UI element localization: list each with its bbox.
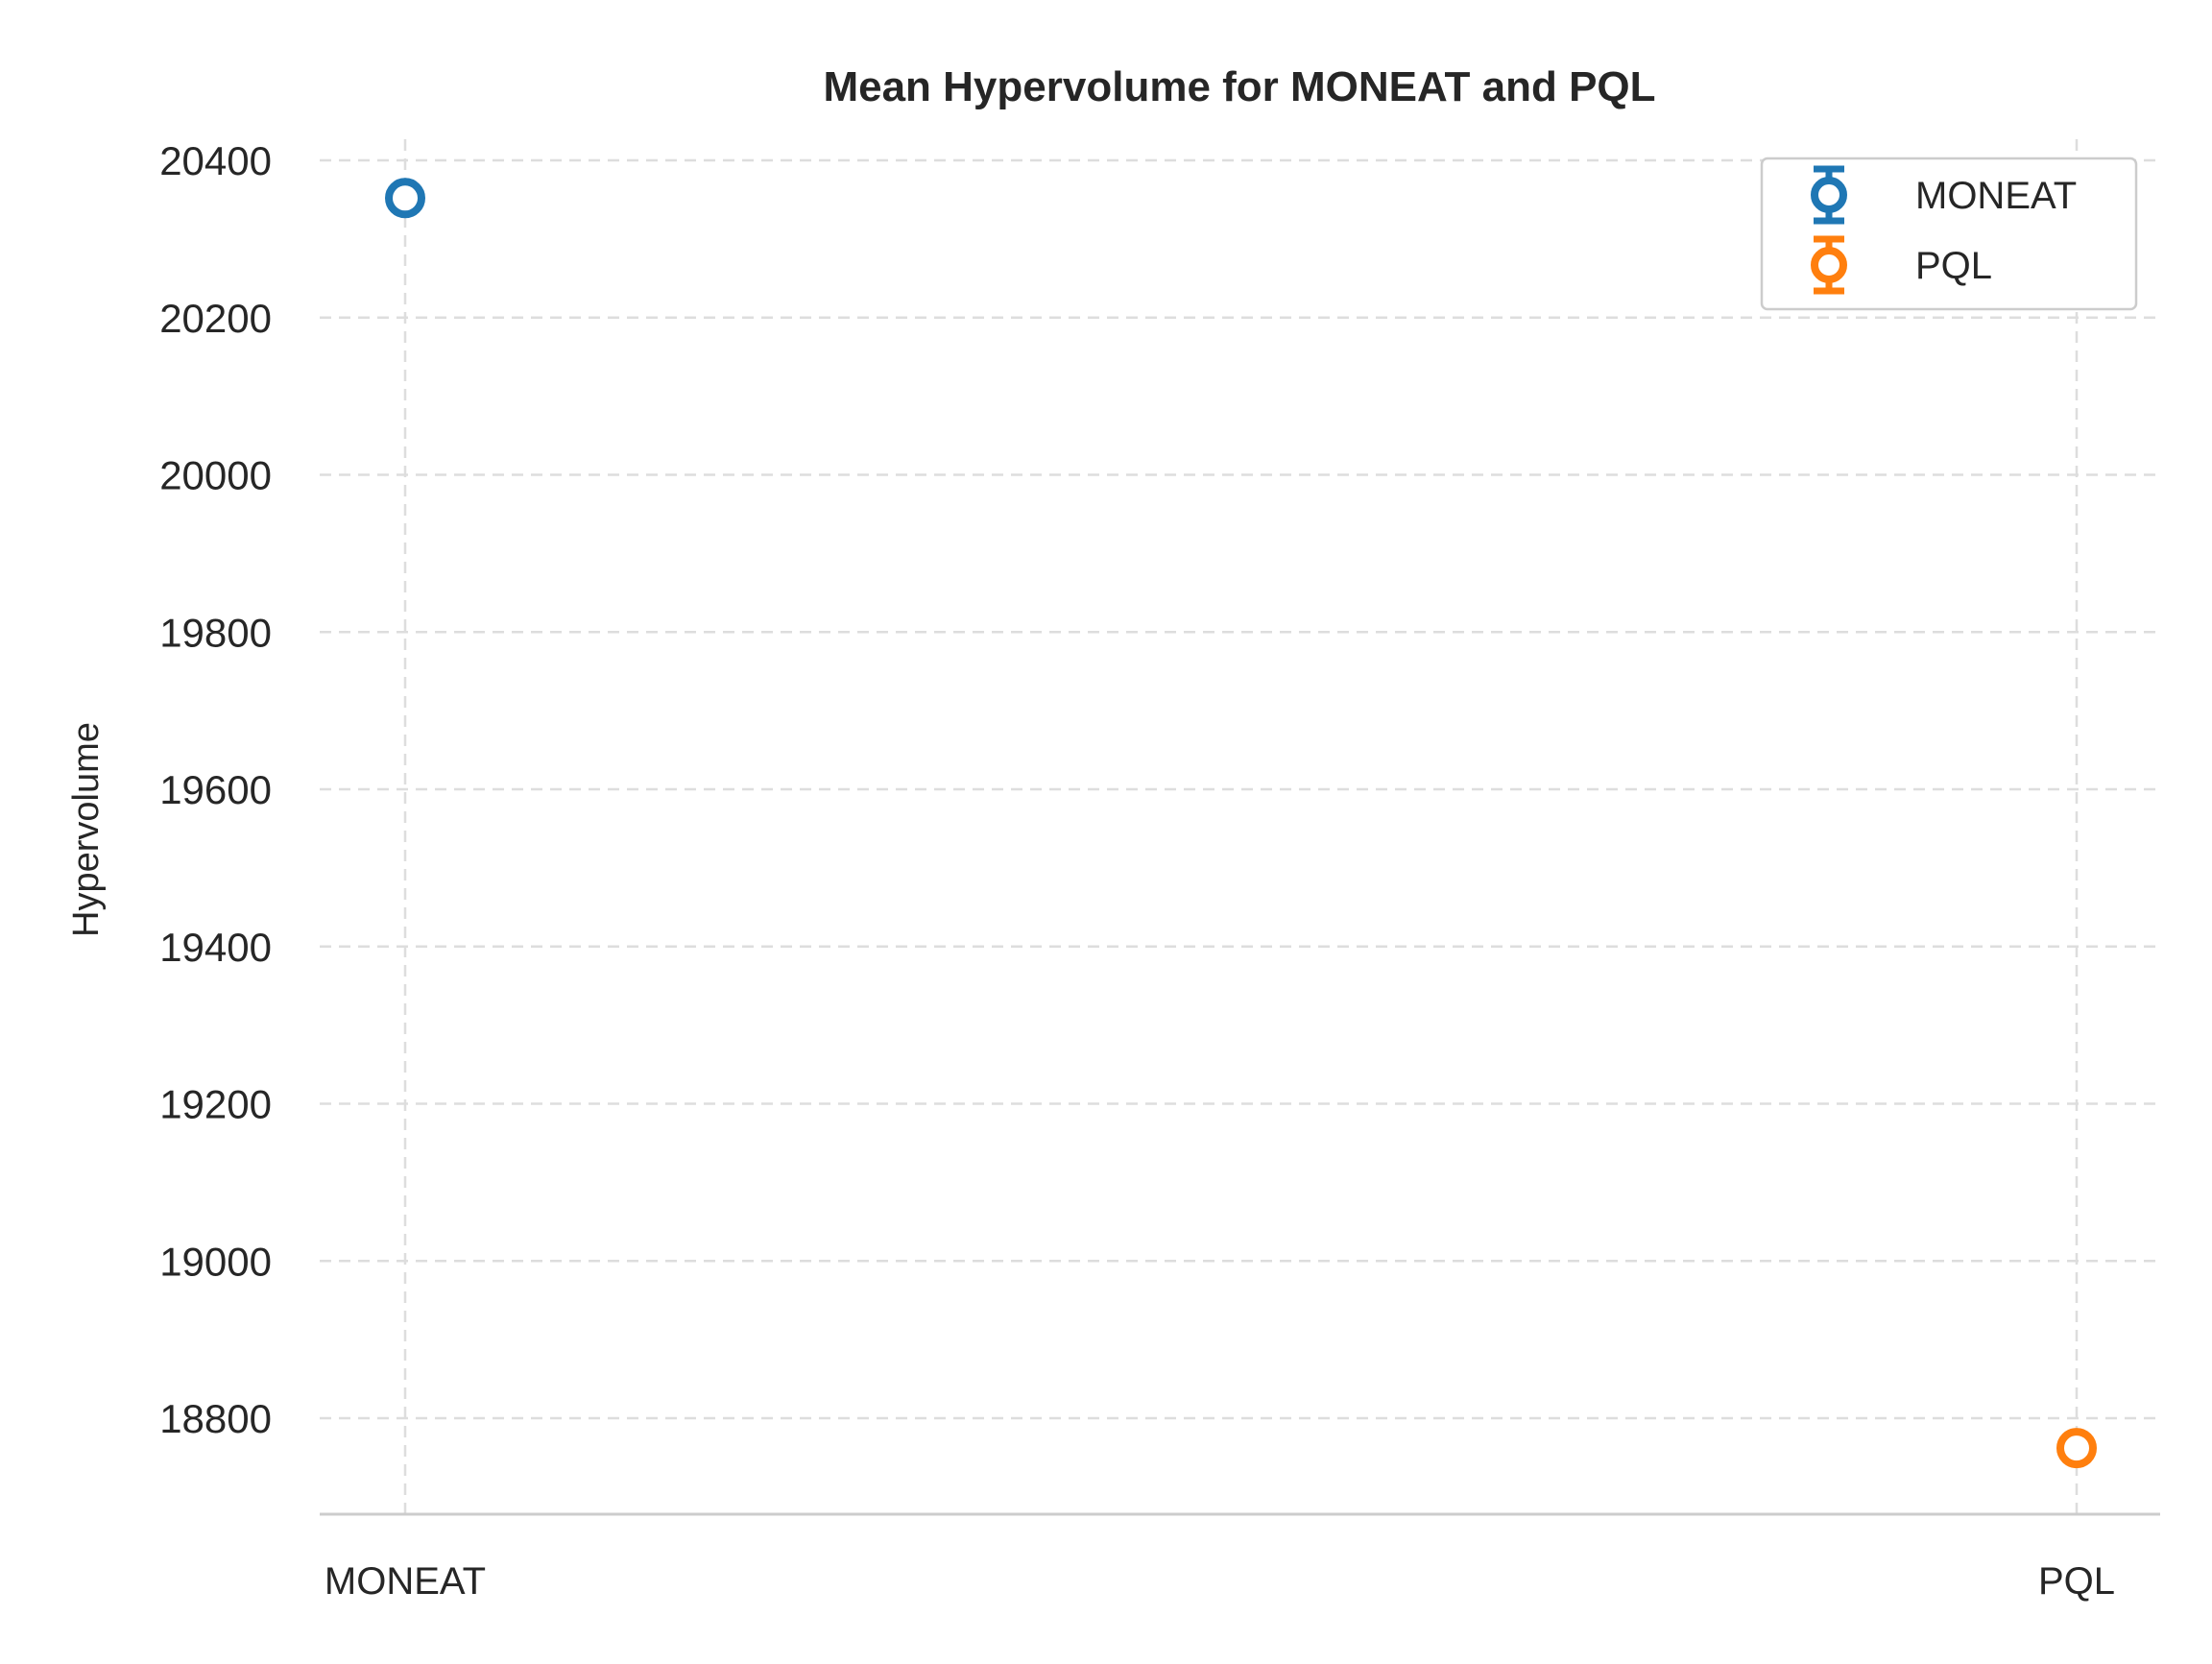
legend: MONEAT PQL — [1760, 157, 2138, 311]
data-point-moneat — [385, 178, 425, 219]
x-tick-label: PQL — [2038, 1560, 2115, 1603]
y-tick-labels: 18800 19000 19200 19400 19600 19800 20000 20200… — [159, 138, 272, 1441]
legend-marker — [1811, 247, 1847, 283]
y-tick-label: 19400 — [159, 925, 272, 970]
y-tick-label: 19800 — [159, 610, 272, 655]
y-tick-label: 18800 — [159, 1396, 272, 1441]
x-tick-label: MONEAT — [325, 1560, 486, 1603]
y-tick-label: 20200 — [159, 296, 272, 341]
y-tick-label: 20000 — [159, 453, 272, 498]
legend-box — [1760, 157, 2138, 311]
legend-marker — [1811, 177, 1847, 213]
y-tick-label: 20400 — [159, 138, 272, 183]
legend-label: PQL — [1915, 245, 1992, 287]
data-point-pql — [2056, 1428, 2097, 1469]
x-tick-labels: MONEAT PQL — [325, 1560, 2115, 1603]
y-tick-label: 19600 — [159, 767, 272, 812]
legend-label: MONEAT — [1915, 175, 2077, 217]
grid-layer — [320, 139, 2160, 1514]
y-tick-label: 19200 — [159, 1082, 272, 1127]
data-points — [385, 178, 2097, 1469]
legend-item-pql: PQL — [1811, 235, 1992, 295]
y-axis-label: Hypervolume — [66, 722, 107, 937]
chart-title: Mean Hypervolume for MONEAT and PQL — [823, 63, 1655, 110]
legend-item-moneat: MONEAT — [1811, 165, 2077, 225]
y-tick-label: 19000 — [159, 1239, 272, 1284]
